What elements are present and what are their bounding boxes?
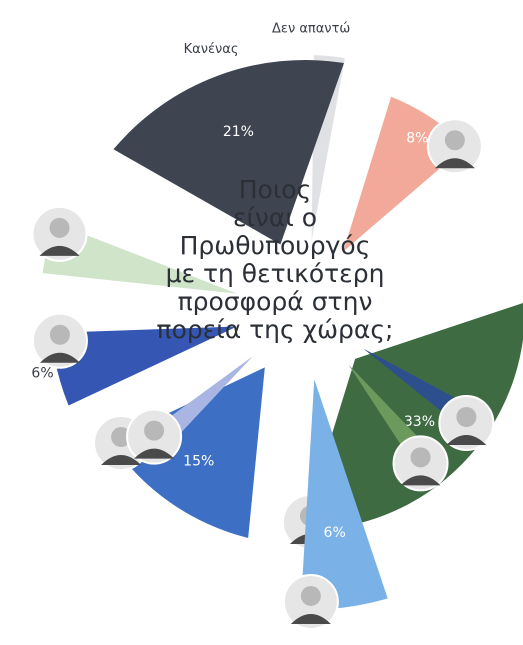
portrait-photo xyxy=(392,435,449,492)
pie-slice xyxy=(300,379,388,610)
slice-value-label: 21% xyxy=(223,124,254,140)
title-line: Ποιος xyxy=(238,175,312,204)
title-line: προσφορά στην xyxy=(177,287,373,316)
pie-slice xyxy=(51,326,237,406)
title-line: είναι ο xyxy=(232,203,318,232)
portrait-photo xyxy=(31,205,88,262)
portrait-photo xyxy=(31,312,88,369)
pie-slice xyxy=(302,302,523,530)
slice-value-label: 15% xyxy=(183,453,214,469)
slice-category-label: Κανένας xyxy=(184,42,239,57)
portrait-photo xyxy=(282,573,339,630)
pie-slice xyxy=(113,60,344,245)
slice-value-label: 6% xyxy=(324,525,346,541)
portrait-photo xyxy=(426,118,483,175)
slice-value-label: 8% xyxy=(406,131,428,147)
title-line: Πρωθυπουργός xyxy=(179,231,371,260)
pie-slice xyxy=(109,367,265,539)
title-line: πορεία της χώρας; xyxy=(156,315,394,344)
slice-category-label: Δεν απαντώ xyxy=(272,21,350,36)
pie-slice xyxy=(42,222,237,294)
chart-title: Ποιος είναι ο Πρωθυπουργός με τη θετικότ… xyxy=(150,176,400,344)
portrait-photo xyxy=(438,394,495,451)
portrait-photo xyxy=(126,408,183,465)
slice-value-label: 6% xyxy=(31,365,53,381)
title-line: με τη θετικότερη xyxy=(165,259,385,288)
slice-value-label: 33% xyxy=(404,414,435,430)
